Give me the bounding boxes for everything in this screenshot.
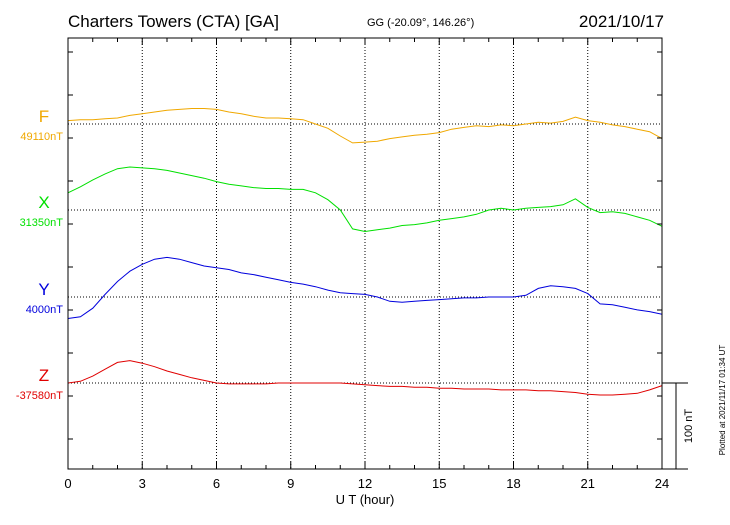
- x-tick-label: 3: [139, 476, 146, 491]
- grid-layer: [68, 38, 662, 469]
- x-tick-label: 6: [213, 476, 220, 491]
- x-axis-label: U T (hour): [336, 492, 395, 507]
- date-label: 2021/10/17: [578, 12, 664, 31]
- series-name-x: X: [38, 193, 49, 212]
- x-tick-label: 12: [358, 476, 372, 491]
- baseline-label-x: 31350nT: [20, 217, 64, 229]
- plotted-at-note: Plotted at 2021/11/17 01:34 UT: [718, 345, 727, 456]
- x-tick-label: 18: [506, 476, 520, 491]
- x-tick-label: 21: [581, 476, 595, 491]
- station-title: Charters Towers (CTA) [GA]: [68, 12, 279, 31]
- station-coordinates: GG (-20.09°, 146.26°): [367, 17, 475, 29]
- series-name-y: Y: [38, 280, 49, 299]
- series-line-y: [67, 256, 663, 319]
- x-tick-label: 0: [64, 476, 71, 491]
- series-layer: [67, 108, 663, 396]
- axis-layer: 0 3 6 9 12 15 18 21 24 U T (hour) F 49110nT X 31350nT…: [16, 37, 727, 507]
- x-tick-label: 24: [655, 476, 669, 491]
- baseline-label-z: -37580nT: [16, 390, 63, 402]
- scale-bar-label: 100 nT: [683, 409, 695, 444]
- series-line-x: [67, 166, 663, 233]
- series-line-z: [67, 360, 663, 396]
- series-name-f: F: [39, 107, 49, 126]
- baseline-label-f: 49110nT: [20, 131, 63, 143]
- series-name-z: Z: [39, 366, 49, 385]
- x-tick-label: 15: [432, 476, 446, 491]
- baseline-label-y: 4000nT: [26, 304, 64, 316]
- x-tick-label: 9: [287, 476, 294, 491]
- series-line-f: [67, 108, 663, 144]
